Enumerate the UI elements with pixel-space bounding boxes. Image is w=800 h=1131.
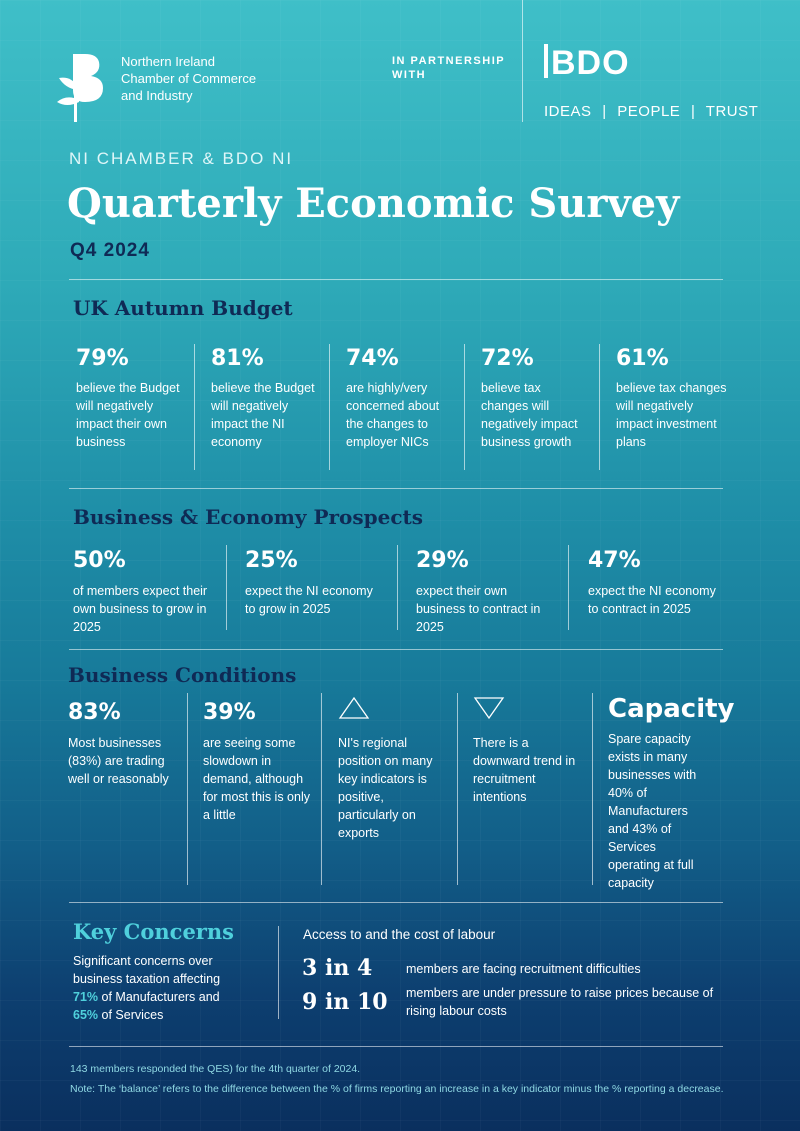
kicker: NI CHAMBER & BDO NI [69,149,294,168]
budget-section-title: UK Autumn Budget [73,296,293,320]
budget-divider [599,344,600,470]
divider-4 [69,902,723,903]
chamber-logo-text: Northern Ireland Chamber of Commerce and… [121,53,256,104]
budget-stat: 81% [211,346,264,371]
prospect-stat: 25% [245,548,298,573]
logo-line-2: Chamber of Commerce [121,71,257,86]
quarter-label: Q4 2024 [70,240,150,261]
condition-desc: are seeing some slowdown in demand, alth… [203,736,310,822]
footer-balance-note: Note: The ‘balance’ refers to the differ… [70,1083,724,1095]
budget-stat: 74% [346,346,399,371]
concerns-pct-manufacturers: 71% [73,990,99,1004]
down-triangle-icon [473,697,505,720]
concerns-text-post: of Services [101,1008,164,1022]
budget-stat: 72% [481,346,534,371]
condition-stat: 39% [203,700,256,725]
capacity-title: Capacity [608,694,735,724]
header-divider [522,0,523,122]
concerns-pct-services: 65% [73,1008,99,1022]
concerns-text-mid: of Manufacturers and [101,990,220,1004]
budget-desc: believe tax changes will negatively impa… [481,381,578,449]
condition-divider [457,693,458,885]
budget-stat: 79% [76,346,129,371]
condition-desc: NI's regional position on many key indic… [338,736,433,840]
condition-divider [592,693,593,885]
condition-stat: 83% [68,700,121,725]
budget-item: 79% believe the Budget will negatively i… [76,346,186,451]
condition-desc: Most businesses (83%) are trading well o… [68,736,169,786]
budget-item: 61% believe tax changes will negatively … [616,346,728,451]
prospect-desc: of members expect their own business to … [73,584,208,634]
tagline-trust: TRUST [705,103,759,120]
tagline-people: PEOPLE [617,103,681,120]
prospect-divider [397,545,398,630]
budget-divider [464,344,465,470]
key-concerns-text: Significant concerns over business taxat… [73,952,248,1024]
bdo-logo: BDO [544,44,630,83]
partnership-line-1: IN PARTNERSHIP [392,55,506,67]
concerns-text-pre: Significant concerns over business taxat… [73,954,221,986]
prospect-stat: 29% [416,548,469,573]
budget-desc: believe the Budget will negatively impac… [76,381,180,449]
partnership-line-2: WITH [392,69,427,81]
prospect-item: 47% expect the NI economy to contract in… [588,548,723,618]
tagline-ideas: IDEAS [544,103,592,120]
condition-item: There is a downward trend in recruitment… [473,696,583,806]
ratio-3-in-4: 3 in 4 [302,955,373,981]
budget-desc: believe the Budget will negatively impac… [211,381,315,449]
condition-desc: There is a downward trend in recruitment… [473,736,576,804]
up-triangle-icon [338,696,370,719]
prospect-stat: 50% [73,548,126,573]
ratio-9-in-10: 9 in 10 [302,989,388,1015]
conditions-section-title: Business Conditions [68,663,297,687]
bdo-bar-icon [544,44,548,78]
condition-item: 83% Most businesses (83%) are trading we… [68,700,178,788]
partnership-label: IN PARTNERSHIP WITH [392,54,505,82]
bdo-logo-text: BDO [551,44,630,82]
tagline-separator-1: | [602,103,607,120]
ratio-3-in-4-text: members are facing recruitment difficult… [406,962,641,976]
page-title: Quarterly Economic Survey [67,180,680,227]
budget-divider [194,344,195,470]
divider-5 [69,1046,723,1047]
budget-item: 81% believe the Budget will negatively i… [211,346,321,451]
chamber-logo-icon [57,54,103,122]
condition-item: Capacity Spare capacity exists in many b… [608,694,735,892]
condition-divider [187,693,188,885]
logo-line-1: Northern Ireland [121,54,215,69]
labour-heading: Access to and the cost of labour [303,927,496,942]
prospect-item: 50% of members expect their own business… [73,548,213,636]
prospects-section-title: Business & Economy Prospects [73,505,424,529]
budget-item: 74% are highly/very concerned about the … [346,346,458,451]
footer-respondents-note: 143 members responded the QES) for the 4… [70,1063,361,1075]
prospect-desc: expect the NI economy to contract in 202… [588,584,716,616]
prospect-stat: 47% [588,548,641,573]
prospect-item: 29% expect their own business to contrac… [416,548,551,636]
budget-item: 72% believe tax changes will negatively … [481,346,591,451]
budget-desc: are highly/very concerned about the chan… [346,381,440,449]
prospect-divider [226,545,227,630]
condition-item: 39% are seeing some slowdown in demand, … [203,700,313,824]
budget-divider [329,344,330,470]
key-concerns-title: Key Concerns [73,919,234,944]
tagline-separator-2: | [690,103,696,120]
condition-item: NI's regional position on many key indic… [338,696,438,842]
condition-desc: Spare capacity exists in many businesses… [608,732,697,890]
budget-desc: believe tax changes will negatively impa… [616,381,727,449]
bdo-tagline: IDEAS | PEOPLE | TRUST [544,103,758,120]
divider-1 [69,279,723,280]
prospect-desc: expect the NI economy to grow in 2025 [245,584,373,616]
divider-2 [69,488,723,489]
ratio-9-in-10-text: members are under pressure to raise pric… [406,986,714,1018]
prospect-desc: expect their own business to contract in… [416,584,541,634]
concerns-divider [278,926,279,1019]
logo-line-3: and Industry [121,88,193,103]
prospect-divider [568,545,569,630]
divider-3 [69,649,723,650]
prospect-item: 25% expect the NI economy to grow in 202… [245,548,380,618]
budget-stat: 61% [616,346,669,371]
condition-divider [321,693,322,885]
